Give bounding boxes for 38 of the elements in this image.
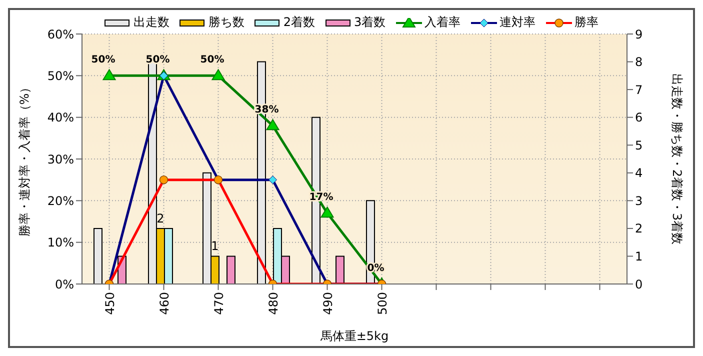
x-tick-label: 460: [157, 292, 172, 315]
y-tick-label: 20%: [47, 194, 74, 208]
legend-label: 出走数: [133, 14, 170, 31]
data-label: 1: [211, 239, 219, 254]
y-axis-title: 勝率・連対率・入着率（%）: [17, 81, 32, 237]
y-tick-label: 50%: [47, 68, 74, 83]
x-tick-label: 490: [320, 292, 335, 315]
data-label: 2: [156, 211, 164, 226]
y-tick-label: 60%: [47, 27, 74, 42]
y2-tick-label: 3: [635, 194, 643, 208]
y2-tick-label: 9: [635, 27, 643, 42]
x-tick-label: 450: [102, 292, 117, 315]
legend-label: 3着数: [354, 14, 386, 31]
data-label: 50%: [146, 54, 170, 66]
y2-tick-label: 5: [635, 138, 643, 152]
legend-label: 2着数: [283, 14, 315, 31]
legend-label: 入着率: [424, 14, 461, 31]
y-tick-label: 10%: [47, 236, 74, 250]
y2-tick-label: 2: [635, 222, 643, 236]
data-label: 50%: [91, 54, 116, 66]
y-tick-label: 40%: [47, 110, 74, 125]
y2-tick-label: 0: [635, 277, 643, 292]
x-axis-title: 馬体重±5kg: [319, 329, 389, 343]
y2-axis-title: 出走数・勝ち数・2着数・3着数: [670, 73, 684, 245]
data-label: 50%: [200, 54, 224, 66]
y2-tick-label: 7: [635, 82, 643, 97]
y2-tick-label: 1: [635, 249, 643, 264]
y2-tick-label: 8: [635, 55, 643, 70]
x-tick-label: 500: [375, 292, 390, 315]
y-tick-label: 0%: [54, 277, 74, 292]
y2-tick-label: 4: [635, 166, 643, 180]
x-tick-label: 480: [266, 292, 280, 315]
x-tick-label: 470: [212, 292, 226, 315]
legend-label: 連対率: [500, 14, 536, 31]
y2-tick-label: 6: [635, 110, 643, 125]
legend-label: 勝ち数: [208, 14, 244, 31]
y-tick-label: 30%: [47, 152, 74, 166]
legend-label: 勝率: [574, 14, 599, 31]
